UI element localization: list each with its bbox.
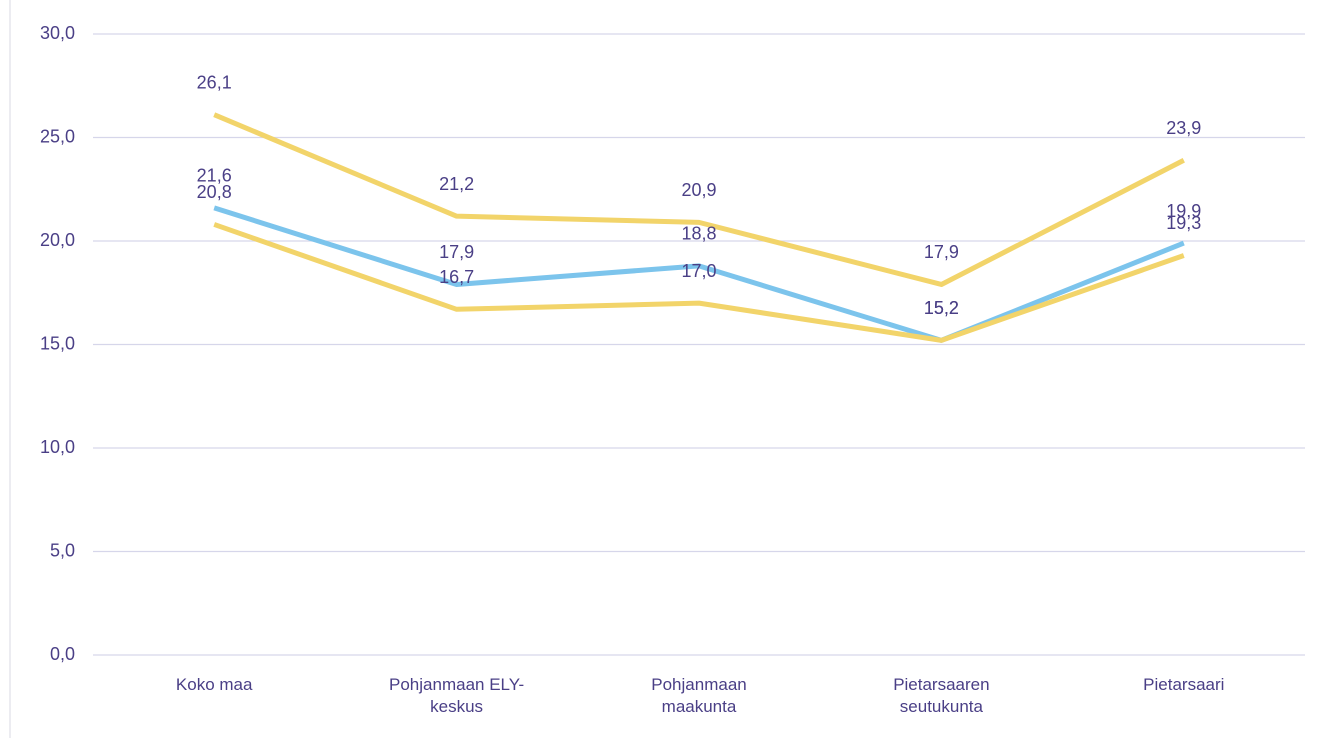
data-label: 26,1 [197,72,232,92]
y-tick-label: 25,0 [40,126,75,146]
x-tick-label: Pohjanmaan maakunta [651,675,747,716]
data-label: 16,7 [439,267,474,287]
y-tick-label: 20,0 [40,230,75,250]
y-tick-label: 5,0 [50,540,75,560]
data-label: 21,2 [439,174,474,194]
x-tick-label: Pietarsaaren seutukunta [893,675,990,716]
y-tick-label: 15,0 [40,333,75,353]
data-label: 20,9 [681,180,716,200]
data-label: 15,2 [924,298,959,318]
data-label: 21,6 [197,166,232,186]
data-label: 20,8 [197,182,232,202]
y-tick-label: 10,0 [40,437,75,457]
data-label: 17,0 [681,261,716,281]
series-line [213,112,1185,287]
data-label: 15,2 [924,298,959,318]
x-tick-label: Koko maa [175,675,253,694]
data-label: 17,9 [924,242,959,262]
y-tick-label: 30,0 [40,23,75,43]
series-line [213,205,1185,343]
data-label: 17,9 [439,242,474,262]
data-label: 18,8 [681,224,716,244]
x-tick-label: Pohjanmaan ELY-keskus [389,675,525,716]
data-label: 23,9 [1166,118,1201,138]
x-tick-label: Pietarsaari [1143,675,1225,694]
data-label: 19,3 [1166,213,1201,233]
data-label: 19,9 [1166,201,1201,221]
y-tick-label: 0,0 [50,644,75,664]
series-line [213,222,1185,343]
chart-frame [9,0,11,738]
